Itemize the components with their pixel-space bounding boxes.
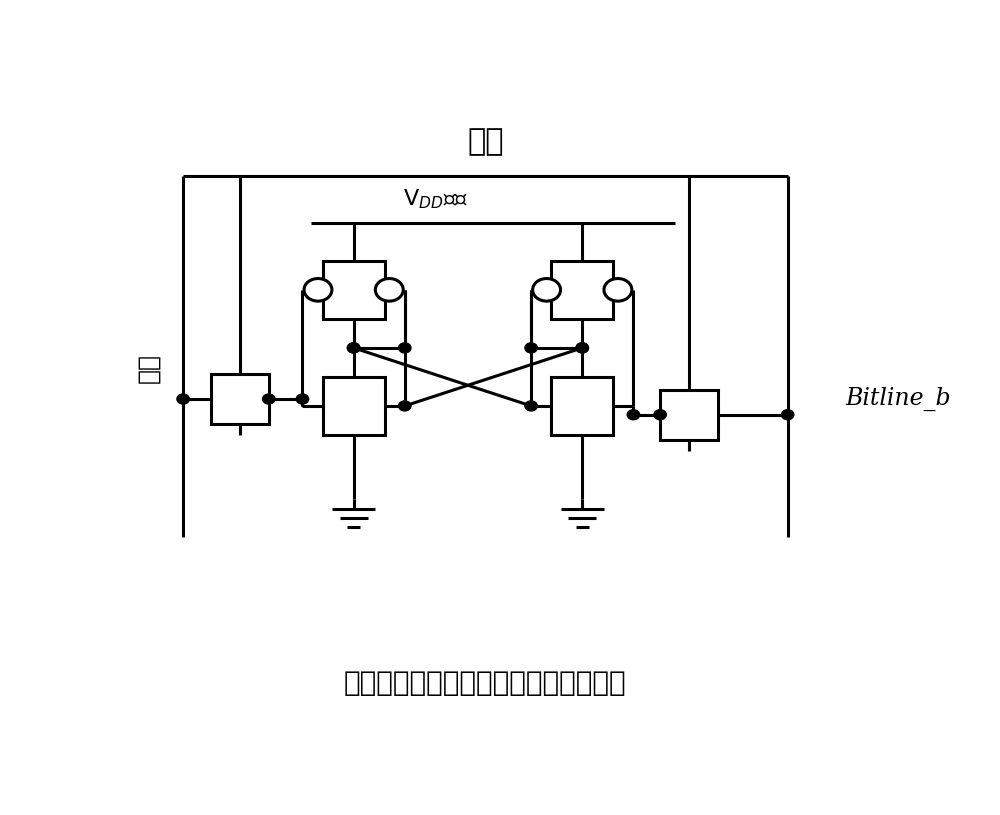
Bar — [211, 374, 269, 424]
Circle shape — [304, 279, 332, 301]
Circle shape — [347, 343, 360, 353]
Bar — [551, 377, 613, 434]
Circle shape — [399, 401, 411, 411]
Circle shape — [177, 394, 189, 404]
Circle shape — [525, 343, 537, 353]
Circle shape — [627, 410, 640, 420]
Circle shape — [347, 343, 360, 353]
Circle shape — [399, 343, 411, 353]
Bar — [660, 390, 718, 440]
Text: 字线: 字线 — [467, 127, 504, 156]
Text: 现有技术郭的静态随机存取存储器单元: 现有技术郭的静态随机存取存储器单元 — [344, 668, 627, 697]
Circle shape — [263, 394, 275, 404]
Circle shape — [654, 410, 666, 420]
Circle shape — [296, 394, 309, 404]
Text: 位线: 位线 — [136, 353, 160, 383]
Text: Bitline_b: Bitline_b — [846, 387, 951, 411]
Bar — [551, 261, 613, 319]
Circle shape — [533, 279, 561, 301]
Circle shape — [375, 279, 403, 301]
Circle shape — [576, 343, 588, 353]
Circle shape — [525, 401, 537, 411]
Circle shape — [604, 279, 632, 301]
Bar — [323, 377, 385, 434]
Bar — [323, 261, 385, 319]
Circle shape — [576, 343, 588, 353]
Circle shape — [781, 410, 794, 420]
Text: V$_{DD}$单元: V$_{DD}$单元 — [403, 187, 467, 211]
